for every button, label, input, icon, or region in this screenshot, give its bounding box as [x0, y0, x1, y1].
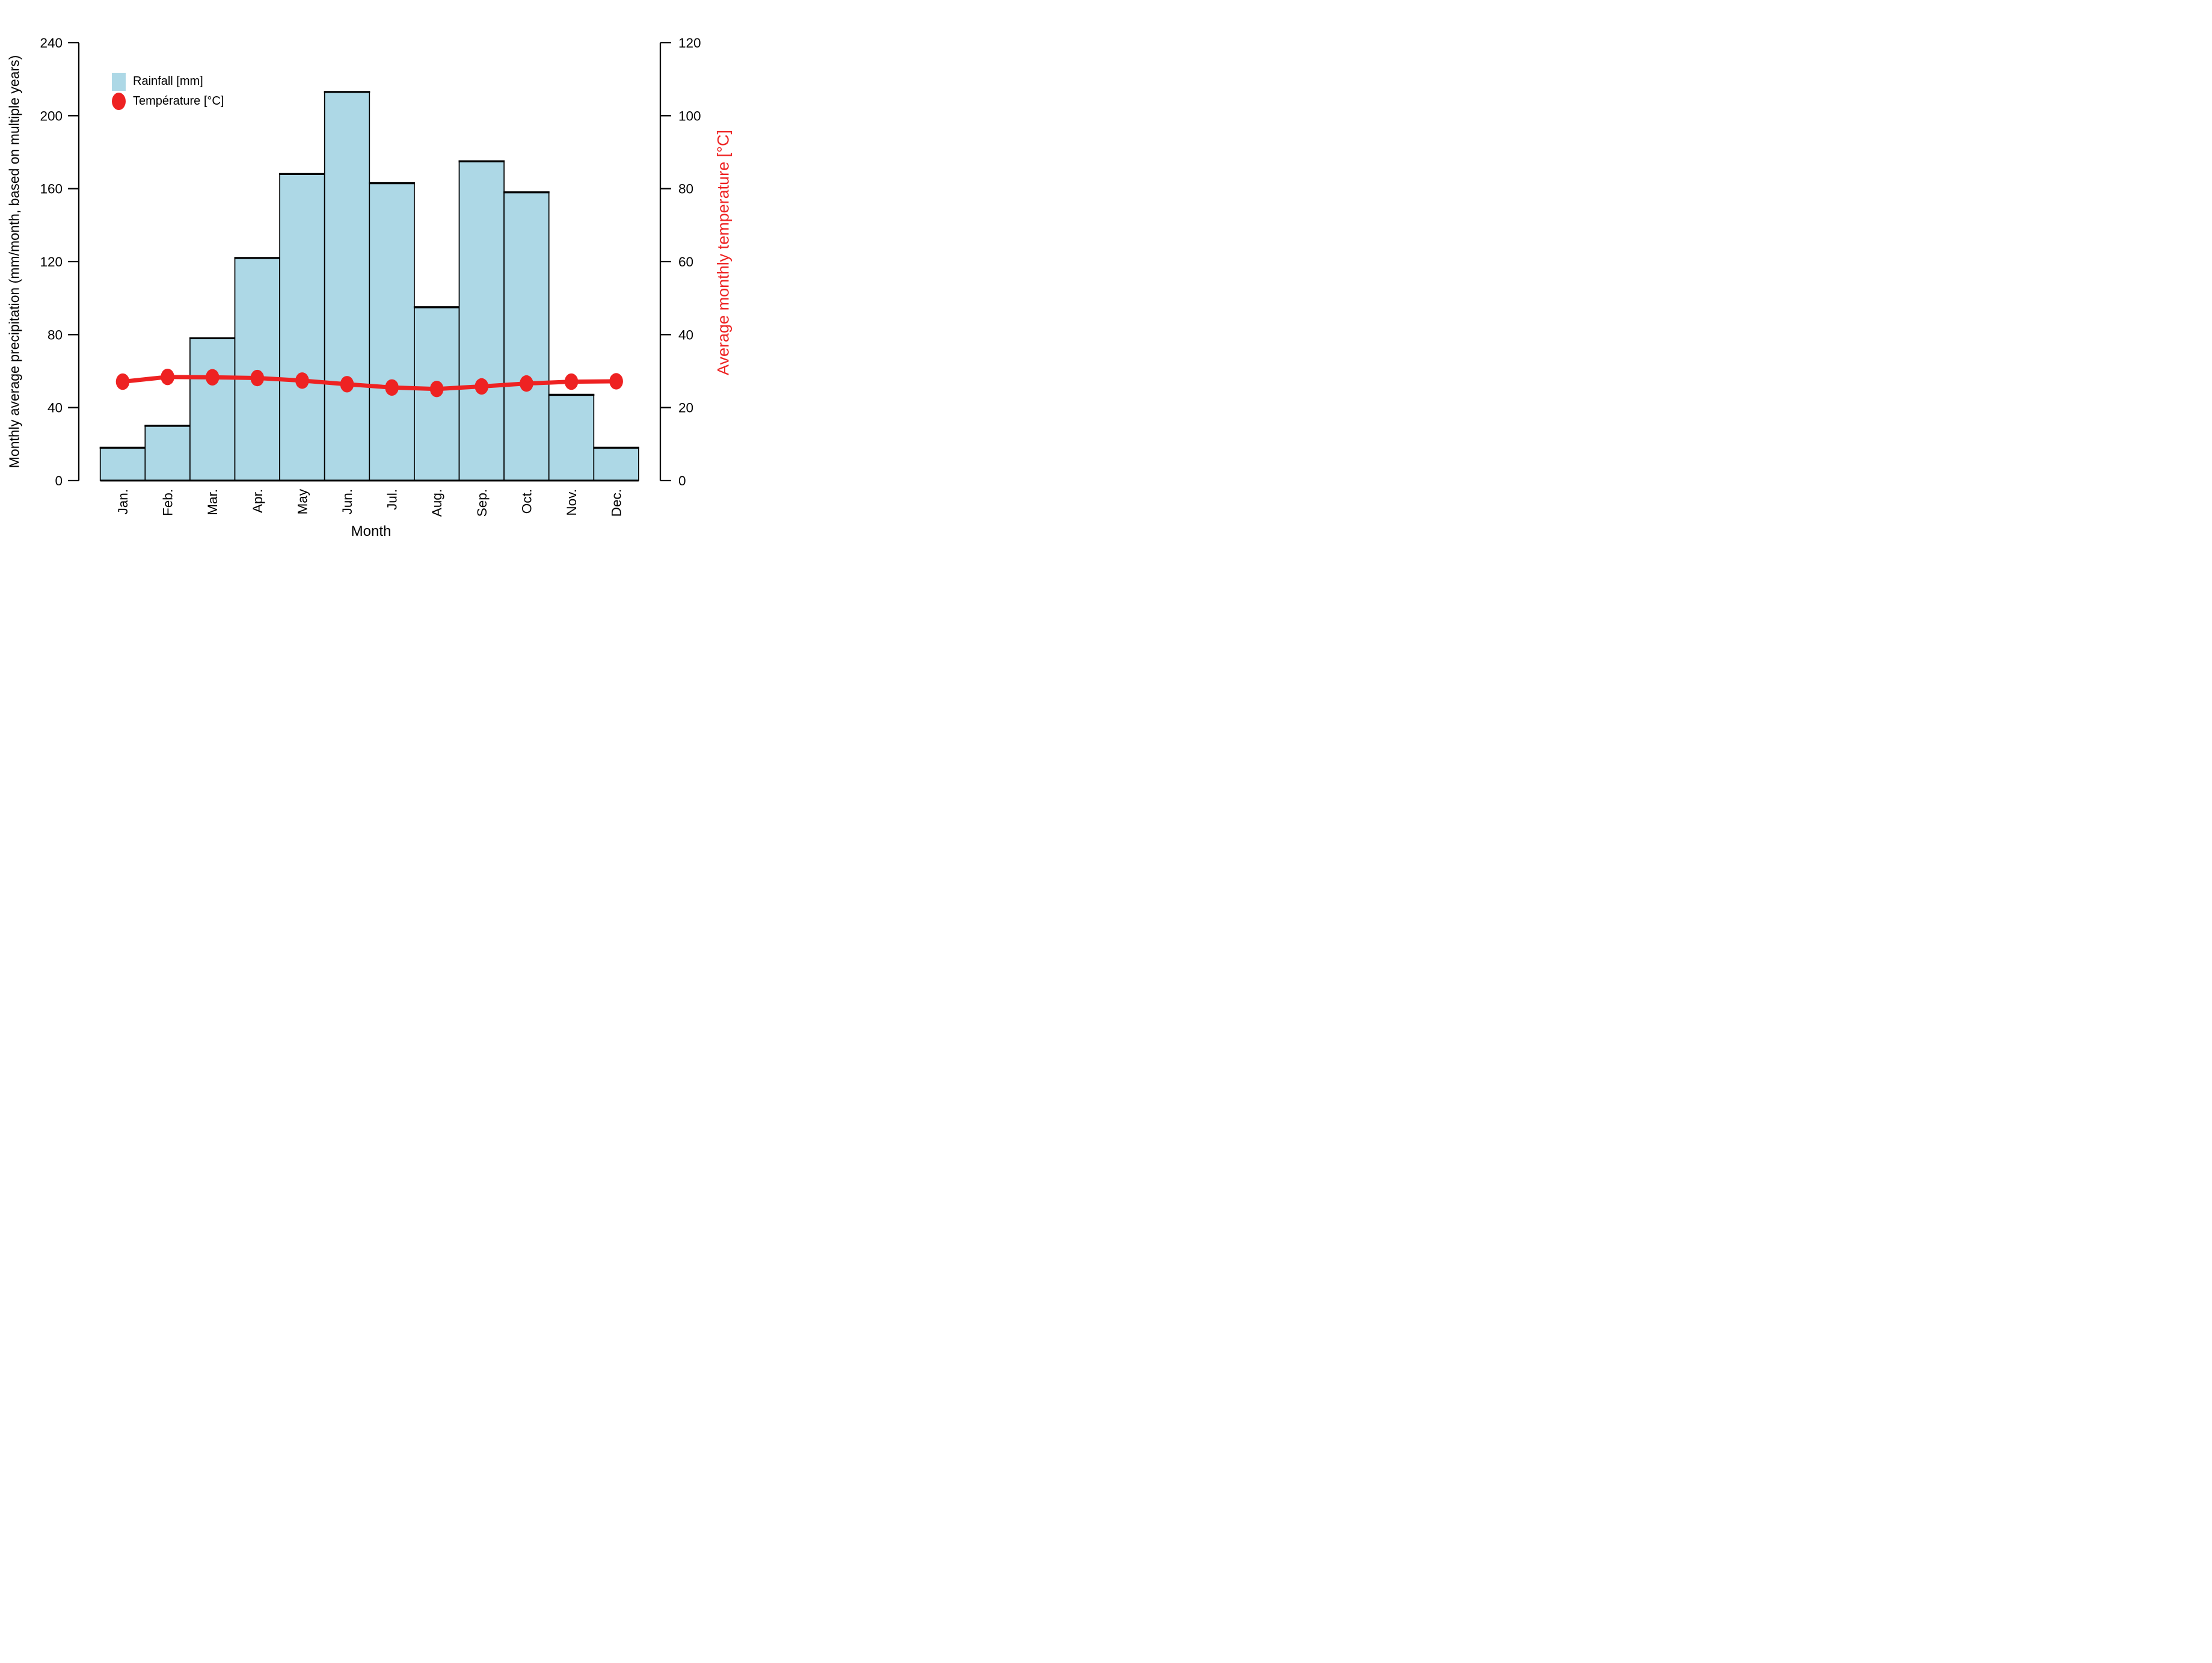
- right-tick-label: 60: [678, 254, 693, 269]
- rainfall-bar-dec: [593, 447, 639, 481]
- month-tick-label-sep: Sep.: [475, 489, 490, 517]
- right-tick-label: 80: [678, 182, 693, 197]
- month-tick-label-may: May: [295, 488, 310, 514]
- left-tick-label: 40: [48, 401, 63, 416]
- temperature-point-apr: [250, 369, 265, 387]
- month-tick-label-apr: Apr.: [250, 489, 265, 513]
- left-tick-label: 200: [40, 108, 63, 123]
- month-tick-label-dec: Dec.: [609, 489, 624, 517]
- right-tick-label: 120: [678, 35, 701, 51]
- rainfall-bar-sep: [458, 161, 505, 481]
- legend: Rainfall [mm] Température [°C]: [112, 72, 224, 111]
- right-tick-label: 0: [678, 473, 686, 488]
- rainfall-bar-feb: [144, 425, 191, 481]
- rainfall-bar-nov: [548, 394, 595, 481]
- temperature-point-oct: [520, 375, 533, 392]
- rainfall-bar-jan: [99, 447, 146, 481]
- temperature-point-dec: [609, 373, 623, 390]
- left-tick-label: 240: [40, 35, 63, 51]
- temperature-point-jul: [385, 379, 399, 396]
- temperature-point-nov: [564, 373, 579, 390]
- rainfall-bar-apr: [234, 257, 280, 481]
- temperature-point-sep: [475, 378, 489, 395]
- right-axis-title: Average monthly temperature [°C]: [714, 130, 733, 375]
- rainfall-bar-jul: [369, 182, 415, 481]
- rainfall-bar-oct: [503, 191, 550, 481]
- month-tick-label-feb: Feb.: [161, 489, 176, 516]
- month-tick-label-mar: Mar.: [205, 489, 220, 515]
- temperature-point-may: [295, 372, 309, 389]
- month-tick-label-aug: Aug.: [429, 489, 444, 517]
- temperature-point-feb: [161, 369, 174, 386]
- right-tick-label: 100: [678, 108, 701, 123]
- left-tick-label: 0: [55, 473, 63, 488]
- left-tick-label: 80: [48, 327, 63, 342]
- rainfall-swatch-icon: [112, 72, 126, 91]
- left-tick-label: 120: [40, 254, 63, 269]
- month-tick-label-jan: Jan.: [115, 489, 131, 515]
- rainfall-bar-mar: [189, 337, 236, 481]
- x-axis-title: Month: [351, 523, 392, 539]
- left-tick-label: 160: [40, 182, 63, 197]
- right-tick-label: 40: [678, 327, 693, 342]
- month-tick-label-nov: Nov.: [564, 489, 579, 516]
- temperature-line: [122, 375, 616, 392]
- legend-label-temperature: Température [°C]: [133, 94, 224, 108]
- rainfall-bar-jun: [324, 91, 370, 481]
- temperature-dot-icon: [112, 93, 126, 110]
- chart-canvas: 0 40 80 120 160 200 240 0 20 40 60 80 100 120 Jan. Feb.…: [40, 35, 701, 517]
- month-tick-label-oct: Oct.: [519, 489, 534, 514]
- legend-label-rainfall: Rainfall [mm]: [133, 75, 203, 88]
- legend-item-rainfall: Rainfall [mm]: [112, 72, 224, 91]
- temperature-point-jan: [115, 373, 130, 390]
- left-axis-title: Monthly average precipitation (mm/month,…: [6, 55, 22, 469]
- climate-chart-figure: 0 40 80 120 160 200 240 0 20 40 60 80 100 120 Jan. Feb.…: [0, 0, 737, 555]
- temperature-point-mar: [205, 369, 220, 386]
- right-tick-label: 20: [678, 401, 693, 416]
- rainfall-bar-may: [279, 173, 325, 481]
- month-tick-label-jun: Jun.: [340, 489, 355, 515]
- legend-item-temperature: Température [°C]: [112, 91, 224, 111]
- temperature-point-aug: [429, 381, 444, 398]
- month-tick-label-jul: Jul.: [385, 489, 400, 510]
- temperature-point-jun: [340, 376, 354, 393]
